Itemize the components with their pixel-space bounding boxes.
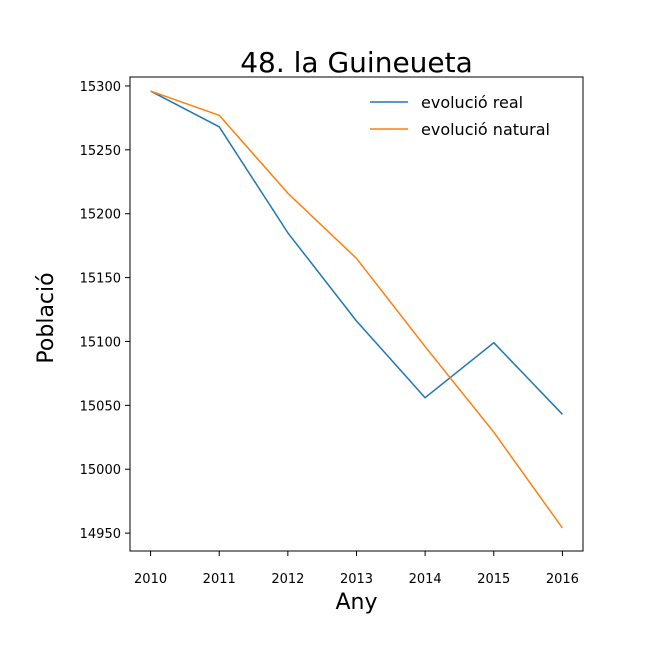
x-tick-label: 2014 bbox=[409, 572, 442, 587]
chart-title: 48. la Guineueta bbox=[240, 46, 473, 79]
legend: evolució real evolució natural bbox=[370, 93, 550, 139]
y-axis-ticks: 14950 15000 15050 15100 15150 15200 15250 15300 bbox=[80, 80, 130, 542]
y-tick-label: 15050 bbox=[80, 399, 121, 414]
x-tick-label: 2016 bbox=[546, 572, 579, 587]
x-tick-label: 2011 bbox=[203, 572, 236, 587]
x-tick-label: 2012 bbox=[271, 572, 304, 587]
series-lines bbox=[150, 90, 564, 529]
legend-label-1: evolució real bbox=[421, 93, 523, 112]
x-tick-label: 2015 bbox=[477, 572, 510, 587]
y-tick-label: 15100 bbox=[80, 335, 121, 350]
x-tick-label: 2013 bbox=[340, 572, 373, 587]
x-axis-title: Any bbox=[335, 590, 377, 615]
y-axis-title: Població bbox=[34, 272, 59, 363]
y-tick-label: 14950 bbox=[80, 527, 121, 542]
x-tick-label: 2010 bbox=[134, 572, 167, 587]
series-line-1 bbox=[150, 90, 563, 415]
x-axis-ticks: 2010 2011 2012 2013 2014 2015 2016 bbox=[134, 551, 579, 587]
y-tick-label: 15150 bbox=[80, 272, 121, 287]
y-tick-label: 15000 bbox=[80, 463, 121, 478]
y-tick-label: 15300 bbox=[80, 80, 121, 95]
series-line-2 bbox=[150, 90, 564, 529]
y-tick-label: 15250 bbox=[80, 144, 121, 159]
y-tick-label: 15200 bbox=[80, 208, 121, 223]
legend-label-2: evolució natural bbox=[421, 120, 550, 139]
